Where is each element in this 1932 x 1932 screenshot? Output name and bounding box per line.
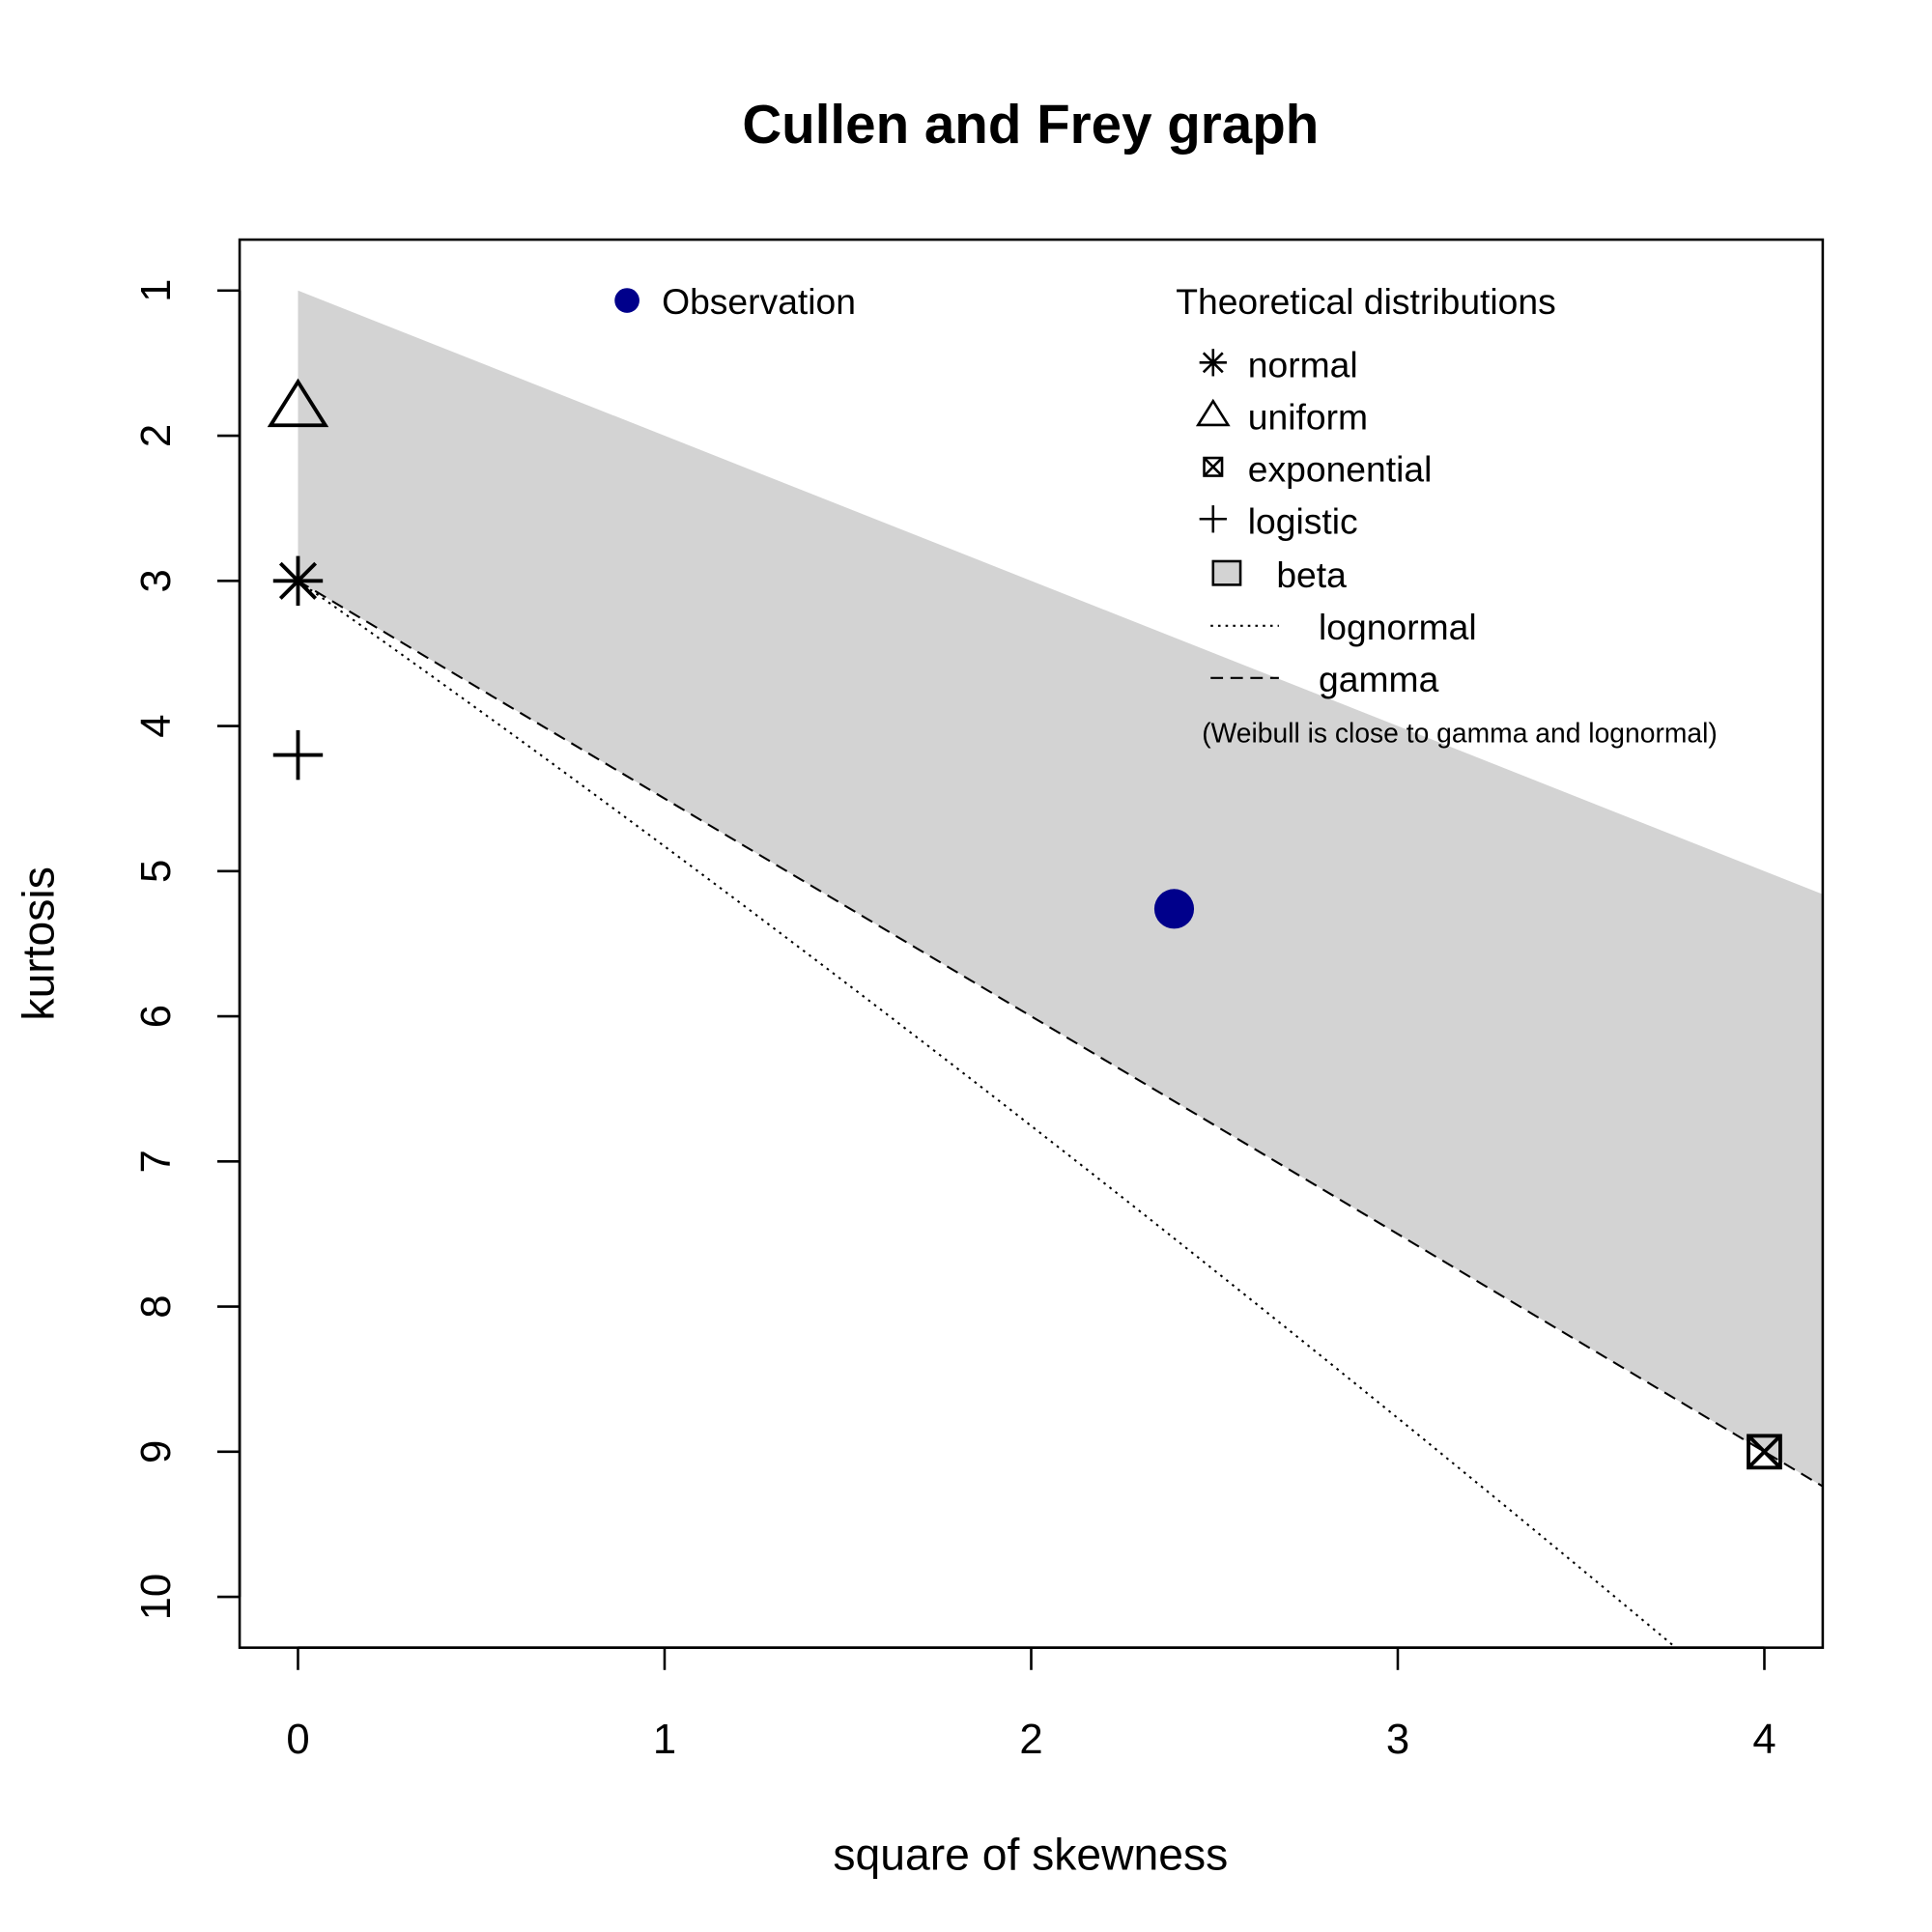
legend-logistic-label: logistic [1248,501,1358,542]
x-tick-label: 4 [1752,1716,1776,1763]
legend-exponential-label: exponential [1248,449,1433,490]
legend-gamma-label: gamma [1319,659,1439,699]
gamma-line [297,580,1824,1488]
y-tick-label: 10 [132,1574,180,1621]
y-tick-label: 6 [132,1005,180,1028]
y-tick-label: 1 [132,279,180,302]
x-tick-label: 2 [1019,1716,1042,1763]
plot-content [267,290,1824,1649]
y-tick-label: 7 [132,1150,180,1173]
chart-title: Cullen and Frey graph [742,94,1319,155]
axes: 0 1 2 3 4 1 2 3 4 5 6 7 8 9 10 [132,279,1776,1763]
legend-beta-label: beta [1276,554,1347,595]
y-tick-label: 5 [132,860,180,883]
legend-observation-marker [614,288,639,313]
uniform-point [267,378,329,428]
y-tick-label: 8 [132,1294,180,1318]
legend-normal-marker-stroke [1202,352,1224,374]
x-tick-label: 0 [286,1716,309,1763]
legend-uniform-label: uniform [1248,397,1368,438]
exponential-point-d2 [1747,1435,1782,1469]
legend-normal-label: normal [1248,345,1358,385]
plot-area [267,290,1824,1649]
legend-logistic-marker [1199,505,1227,533]
y-tick-label: 4 [132,714,180,737]
x-tick-label: 3 [1386,1716,1409,1763]
legend-lognormal-label: lognormal [1319,607,1477,647]
normal-point-stroke [278,561,318,600]
exponential-point-box [1747,1434,1782,1470]
legend-exponential-marker [1203,456,1224,477]
legend-beta-marker [1211,559,1242,586]
legend-observation-label: Observation [662,281,856,322]
legend-exponential-marker-box [1203,456,1224,477]
normal-point [272,555,324,606]
x-axis-label: square of skewness [833,1830,1228,1880]
legend-exponential-marker-d2 [1203,457,1223,477]
legend-normal-marker [1199,349,1227,377]
legend-note: (Weibull is close to gamma and lognormal… [1202,718,1718,749]
legend-uniform-marker [1195,398,1231,427]
legend: Observation Theoretical distributions no… [614,281,1718,749]
exponential-point [1747,1434,1782,1470]
x-tick-label: 1 [653,1716,676,1763]
beta-region [298,290,1824,1487]
y-axis-label: kurtosis [13,867,63,1020]
observation-point [1153,889,1195,929]
y-tick-label: 3 [132,569,180,592]
y-tick-label: 9 [132,1440,180,1463]
logistic-point [272,729,324,781]
legend-theoretical-title: Theoretical distributions [1176,281,1556,322]
y-tick-label: 2 [132,424,180,447]
